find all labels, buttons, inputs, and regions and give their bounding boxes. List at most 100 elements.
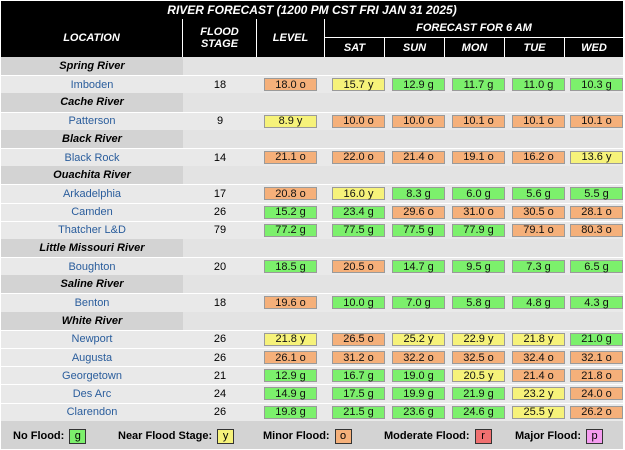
table-row: Patterson 9 8.9 y 10.0 o 10.0 o 10.1 o 10.1 o 1… [1, 111, 623, 130]
level-cell: 21.8 y [264, 332, 317, 346]
forecast-cell: 24.0 o [570, 387, 623, 401]
location-header: LOCATION [1, 19, 183, 57]
flood-stage-value: 9 [216, 115, 224, 128]
level-cell: 21.1 o [264, 150, 317, 164]
forecast-cell: 4.8 g [512, 296, 565, 310]
river-group-row: Little Missouri River [1, 238, 623, 258]
forecast-cell: 26.5 o [332, 332, 385, 346]
location-link[interactable]: Arkadelphia [62, 187, 122, 200]
river-group-row: Cache River [1, 93, 623, 112]
forecast-cell: 32.5 o [452, 351, 505, 364]
table-title: RIVER FORECAST (1200 PM CST FRI JAN 31 2… [1, 1, 623, 19]
forecast-cell: 23.6 g [392, 405, 445, 419]
forecast-cell: 14.7 g [392, 260, 445, 274]
forecast-cell: 21.4 o [392, 150, 445, 164]
day-header-tue: TUE [505, 38, 565, 57]
legend-label: Moderate Flood: [384, 430, 470, 442]
forecast-cell: 16.7 g [332, 369, 385, 383]
forecast-cell: 9.5 g [452, 260, 505, 274]
level-cell: 8.9 y [264, 114, 317, 128]
level-cell: 18.0 o [264, 78, 317, 92]
table-row: Black Rock 14 21.1 o 22.0 o 21.4 o 19.1 o 16.2… [1, 147, 623, 167]
location-link[interactable]: Clarendon [66, 406, 118, 419]
legend-item: Minor Flood: o [263, 427, 352, 445]
legend-item: Moderate Flood: r [384, 427, 492, 445]
day-header-mon: MON [445, 38, 505, 57]
flood-stage-value: 26 [213, 333, 227, 346]
forecast-cell: 79.1 o [512, 223, 565, 237]
level-cell: 12.9 g [264, 369, 317, 383]
forecast-header: FORECAST FOR 6 AM [325, 19, 623, 38]
location-link[interactable]: Patterson [68, 115, 116, 128]
forecast-cell: 19.9 g [392, 387, 445, 401]
flood-stage-value: 26 [213, 206, 227, 219]
legend-item: Near Flood Stage: y [118, 427, 235, 445]
forecast-cell: 21.4 o [512, 369, 565, 383]
level-cell: 15.2 g [264, 205, 317, 219]
level-cell: 14.9 g [264, 387, 317, 401]
table-row: Boughton 20 18.5 g 20.5 o 14.7 g 9.5 g 7.3 g 6.… [1, 257, 623, 276]
river-row-fill [183, 93, 623, 112]
table-row: Newport 26 21.8 y 26.5 o 25.2 y 22.9 y 21.8 y 2… [1, 329, 623, 348]
table-row: Des Arc 24 14.9 g 17.5 g 19.9 g 21.9 g 23.2 y 2… [1, 384, 623, 403]
forecast-cell: 10.0 g [332, 296, 385, 310]
level-header: LEVEL [257, 19, 325, 57]
forecast-cell: 5.8 g [452, 296, 505, 310]
forecast-cell: 4.3 g [570, 296, 623, 310]
location-link[interactable]: Thatcher L&D [58, 224, 126, 237]
location-link[interactable]: Camden [71, 206, 113, 219]
forecast-cell: 6.0 g [452, 187, 505, 201]
river-group-row: Saline River [1, 275, 623, 294]
forecast-cell: 23.4 g [332, 205, 385, 219]
location-link[interactable]: Augusta [71, 351, 113, 364]
table-row: Augusta 26 26.1 o 31.2 o 32.2 o 32.5 o 32.4 o 3… [1, 348, 623, 367]
forecast-cell: 32.2 o [392, 351, 445, 364]
level-cell: 18.5 g [264, 260, 317, 274]
legend-swatch: g [69, 428, 87, 444]
flood-stage-value: 24 [213, 387, 227, 400]
river-group-row: Black River [1, 129, 623, 148]
forecast-cell: 20.5 o [332, 260, 385, 274]
river-name: Spring River [1, 57, 183, 76]
forecast-cell: 7.3 g [512, 260, 565, 274]
forecast-cell: 17.5 g [332, 387, 385, 401]
table-row: Imboden 18 18.0 o 15.7 y 12.9 g 11.7 g 11.0 g 1… [1, 75, 623, 94]
forecast-cell: 10.0 o [392, 114, 445, 128]
river-row-fill [183, 311, 623, 330]
forecast-cell: 23.2 y [512, 387, 565, 401]
forecast-cell: 10.3 g [570, 78, 623, 92]
forecast-cell: 5.5 g [570, 187, 623, 201]
location-link[interactable]: Benton [74, 297, 110, 310]
table-row: Camden 26 15.2 g 23.4 g 29.6 o 31.0 o 30.5 o 28… [1, 202, 623, 221]
location-link[interactable]: Georgetown [62, 369, 122, 382]
forecast-cell: 30.5 o [512, 205, 565, 219]
forecast-cell: 31.0 o [452, 205, 505, 219]
river-group-row: White River [1, 311, 623, 330]
forecast-cell: 22.9 y [452, 332, 505, 346]
river-name: Saline River [1, 275, 183, 294]
forecast-cell: 5.6 g [512, 187, 565, 201]
forecast-cell: 21.8 o [570, 369, 623, 383]
level-cell: 20.8 o [264, 187, 317, 201]
legend-item: Major Flood: p [515, 427, 603, 445]
forecast-cell: 28.1 o [570, 205, 623, 219]
river-name: White River [1, 311, 183, 330]
level-cell: 26.1 o [264, 351, 317, 364]
location-link[interactable]: Des Arc [72, 387, 112, 400]
location-link[interactable]: Imboden [70, 78, 114, 91]
legend-swatch: p [586, 428, 603, 444]
forecast-cell: 32.1 o [570, 351, 623, 364]
forecast-cell: 11.7 g [452, 78, 505, 92]
location-link[interactable]: Black Rock [64, 151, 120, 164]
legend-label: Major Flood: [515, 430, 581, 442]
forecast-cell: 80.3 o [570, 223, 623, 237]
location-link[interactable]: Newport [71, 333, 113, 346]
flood-stage-value: 79 [213, 224, 227, 237]
flood-stage-value: 18 [213, 297, 227, 310]
river-row-fill [183, 238, 623, 258]
table-row: Georgetown 21 12.9 g 16.7 g 19.0 g 20.5 y 21.4… [1, 366, 623, 385]
flood-stage-value: 26 [213, 351, 227, 364]
forecast-cell: 77.5 g [392, 223, 445, 237]
forecast-cell: 8.3 g [392, 187, 445, 201]
location-link[interactable]: Boughton [68, 260, 116, 273]
